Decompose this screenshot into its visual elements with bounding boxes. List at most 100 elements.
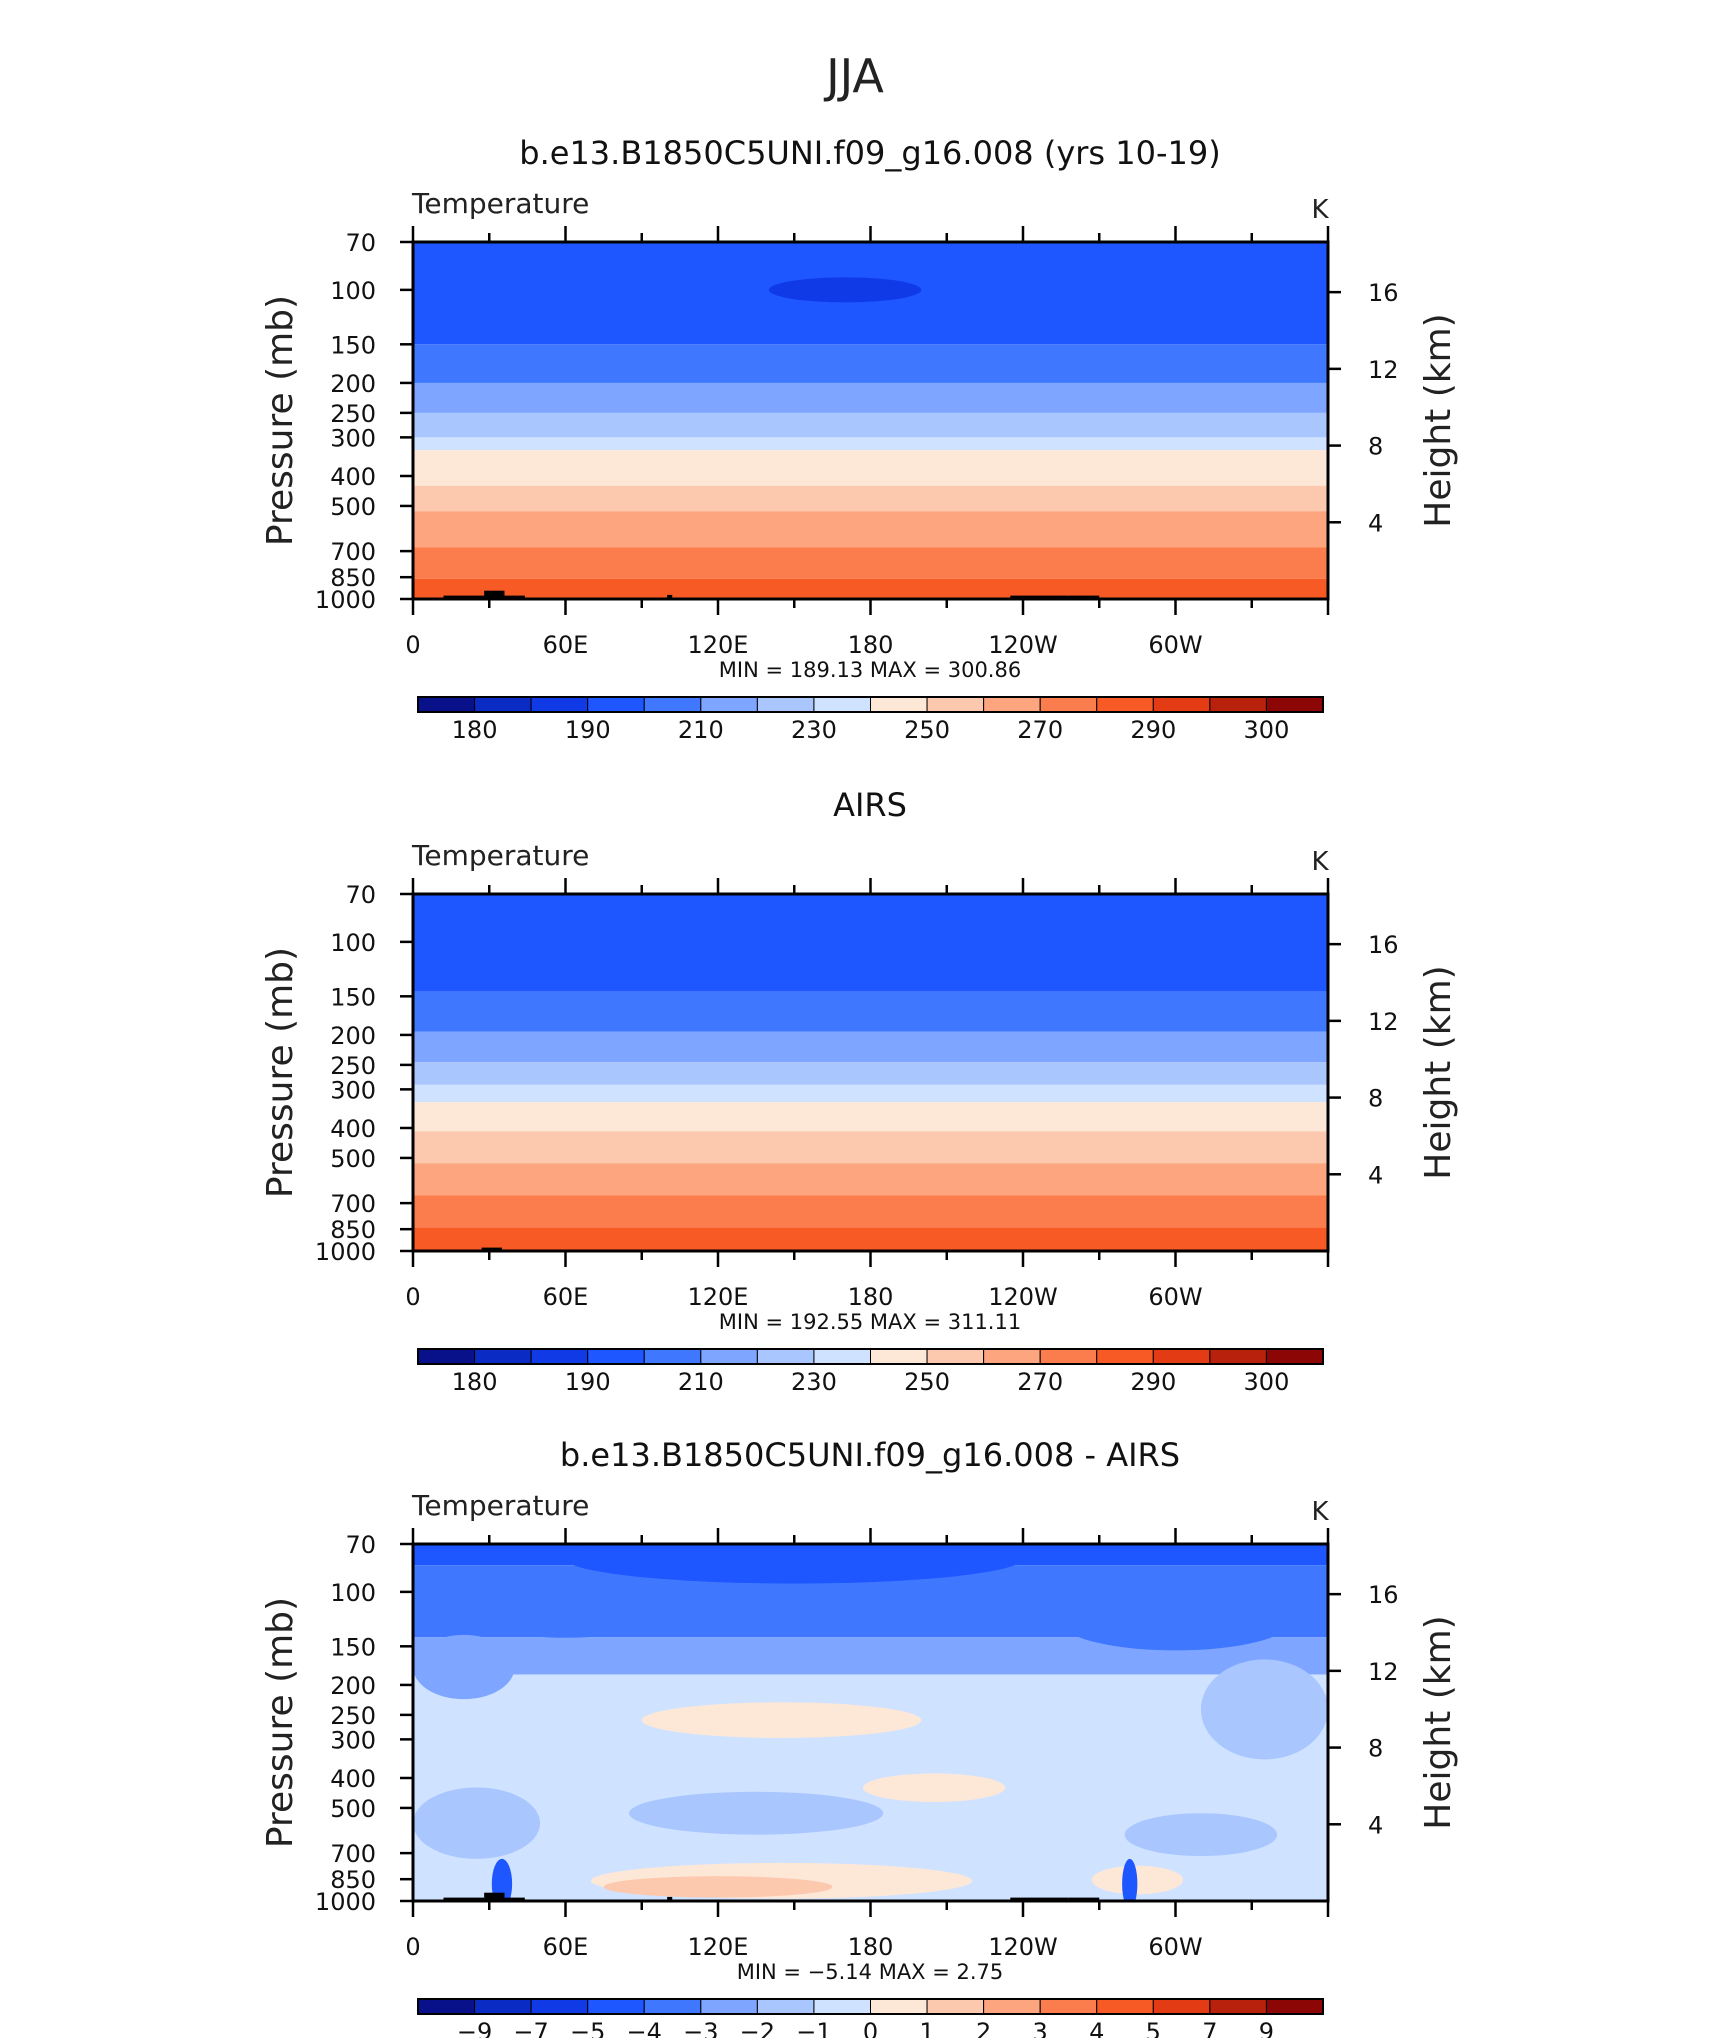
colorbar-label: 180 — [452, 716, 498, 744]
y-tick-label: 850 — [330, 1216, 376, 1244]
colorbar-swatch — [983, 696, 1041, 713]
colorbar-label: 9 — [1259, 2018, 1274, 2038]
contour-blob — [1124, 1813, 1278, 1857]
contour-blob — [565, 1544, 1023, 1584]
colorbar-swatch — [1039, 1998, 1098, 2015]
y-tick-label: 200 — [330, 1672, 376, 1700]
contour-blob — [1091, 1865, 1184, 1895]
colorbar-label: 5 — [1146, 2018, 1161, 2038]
colorbar-swatch — [1039, 696, 1098, 713]
colorbar-swatch — [813, 696, 871, 713]
colorbar-label: 210 — [678, 1368, 724, 1396]
y-tick-label: 400 — [330, 1765, 376, 1793]
colorbar-label: 3 — [1033, 2018, 1048, 2038]
x-tick-label: 120E — [688, 631, 749, 659]
contour-blob — [1061, 1593, 1290, 1651]
y-tick-label: 250 — [330, 1052, 376, 1080]
y-tick-label: 1000 — [315, 586, 376, 614]
colorbar-swatch — [417, 696, 476, 713]
y-tick-label: 100 — [330, 1579, 376, 1607]
contour-blob — [476, 1594, 655, 1638]
colorbar-swatch — [1096, 1998, 1154, 2015]
colorbar-frame — [417, 1348, 1324, 1365]
y-tick-label: 70 — [345, 229, 376, 257]
panel-3: b.e13.B1850C5UNI.f09_g16.008 - AIRS Tempe… — [260, 1436, 1459, 2038]
colorbar-label: 270 — [1017, 1368, 1063, 1396]
colorbar-swatch — [1152, 1998, 1211, 2015]
height-tick-label: 4 — [1368, 509, 1383, 537]
height-tick-label: 12 — [1368, 1658, 1399, 1686]
panel-2: AIRS Temperature K 0 60E 120E 180 120W 60W 70 100 1… — [260, 786, 1459, 1396]
contour-band — [413, 382, 1328, 413]
terrain-mask — [667, 594, 673, 599]
y-tick-label: 1000 — [315, 1238, 376, 1266]
colorbar-label: 300 — [1244, 716, 1290, 744]
x-tick-label: 180 — [848, 1933, 894, 1961]
contour-band — [413, 412, 1328, 438]
colorbar-frame — [417, 1998, 1324, 2015]
y-axis-title: Pressure (mb) — [260, 295, 301, 546]
y-tick-label: 850 — [330, 1866, 376, 1894]
y-axis-right-title: Height (km) — [1418, 313, 1459, 527]
x-tick-label: 60E — [543, 631, 589, 659]
colorbar-swatch — [983, 1998, 1041, 2015]
colorbar-frame — [417, 696, 1324, 713]
contour-band — [413, 485, 1328, 512]
panel-units-label: K — [1311, 195, 1329, 225]
colorbar-label: −9 — [457, 2018, 492, 2038]
contour-blob — [768, 277, 922, 303]
terrain-mask — [1010, 1897, 1069, 1901]
colorbar-swatch — [643, 696, 702, 713]
panel-title: b.e13.B1850C5UNI.f09_g16.008 (yrs 10-19) — [519, 134, 1220, 172]
colorbar-swatch — [1096, 696, 1154, 713]
colorbar-swatch — [1209, 696, 1267, 713]
terrain-mask — [1010, 595, 1069, 599]
height-tick-label: 8 — [1368, 1085, 1383, 1113]
x-tick-label: 60E — [543, 1933, 589, 1961]
x-tick-label: 120W — [988, 631, 1058, 659]
y-tick-label: 150 — [330, 983, 376, 1011]
contour-band — [413, 1227, 1328, 1251]
terrain-mask — [1068, 1897, 1100, 1901]
contour-band — [413, 1031, 1328, 1063]
panel-title: AIRS — [833, 786, 907, 824]
contour-band — [413, 1163, 1328, 1196]
y-tick-label: 400 — [330, 1115, 376, 1143]
y-tick-label: 150 — [330, 1633, 376, 1661]
colorbar-label: 0 — [863, 2018, 878, 2038]
colorbar-label: −4 — [627, 2018, 662, 2038]
colorbar-swatch — [530, 1998, 589, 2015]
panels: b.e13.B1850C5UNI.f09_g16.008 (yrs 10-19)… — [260, 134, 1459, 2038]
y-tick-label: 70 — [345, 881, 376, 909]
colorbar-swatch — [587, 696, 645, 713]
y-axis-right-title: Height (km) — [1418, 965, 1459, 1179]
figure-season-title: JJA — [823, 49, 884, 103]
colorbar-swatch — [474, 1348, 532, 1365]
colorbar-swatch — [1096, 1348, 1154, 1365]
colorbar-swatch — [926, 1348, 985, 1365]
contour-band — [413, 511, 1328, 548]
y-tick-label: 100 — [330, 277, 376, 305]
panel-units-label: K — [1311, 1497, 1329, 1527]
y-tick-label: 250 — [330, 400, 376, 428]
contour-band — [413, 1131, 1328, 1164]
colorbar-swatch — [700, 1348, 758, 1365]
y-axis-title: Pressure (mb) — [260, 947, 301, 1198]
colorbar-label: 190 — [565, 716, 611, 744]
height-tick-label: 8 — [1368, 433, 1383, 461]
x-tick-label: 0 — [405, 631, 420, 659]
contour-band — [413, 894, 1328, 992]
colorbar-label: 180 — [452, 1368, 498, 1396]
x-tick-label: 180 — [848, 1283, 894, 1311]
contour-blob — [1122, 1858, 1138, 1901]
terrain-mask — [443, 595, 485, 599]
y-tick-label: 850 — [330, 564, 376, 592]
y-tick-label: 1000 — [315, 1888, 376, 1916]
min-max-stats: MIN = 192.55 MAX = 311.11 — [719, 1310, 1021, 1334]
contour-band — [413, 437, 1328, 451]
height-tick-label: 4 — [1368, 1161, 1383, 1189]
height-tick-label: 12 — [1368, 356, 1399, 384]
x-tick-label: 60E — [543, 1283, 589, 1311]
colorbar-swatch — [417, 1998, 476, 2015]
colorbar-swatch — [926, 696, 985, 713]
